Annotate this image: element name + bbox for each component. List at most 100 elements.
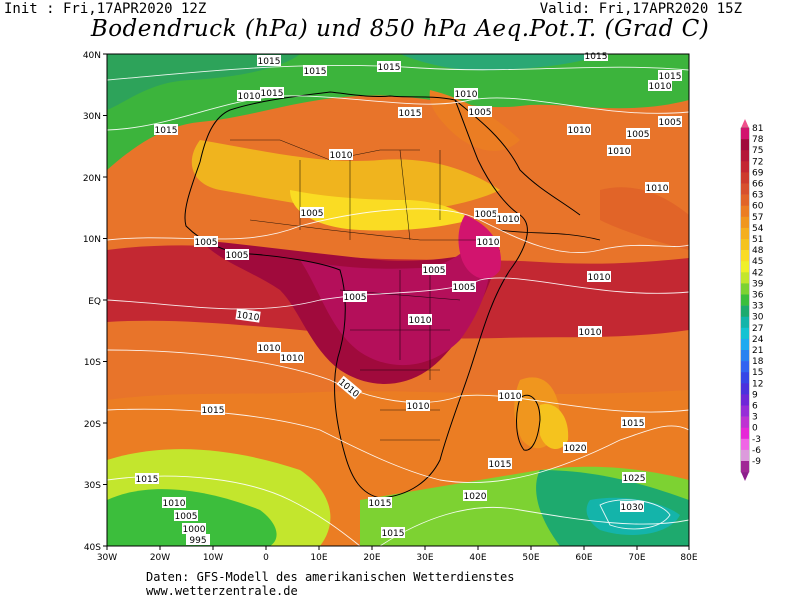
legend-swatch (741, 261, 749, 273)
legend-label: 63 (752, 191, 763, 201)
legend-swatch (741, 216, 749, 229)
legend-swatch (741, 361, 749, 373)
isobar-label: 1010 (588, 273, 611, 283)
lon-tick-label: 30W (97, 553, 117, 563)
init-time: Init : Fri,17APR2020 12Z (4, 1, 207, 17)
legend-label: 21 (752, 346, 763, 356)
legend-swatch (741, 350, 749, 362)
lon-tick-label: 20W (150, 553, 170, 563)
legend-label: 75 (752, 146, 763, 156)
lon-tick-label: 10E (310, 553, 327, 563)
isobar-label: 1010 (163, 499, 186, 509)
legend-label: -9 (752, 457, 761, 467)
legend-swatch (741, 427, 749, 440)
isobar-label: 1015 (378, 63, 401, 73)
isobar-label: 1015 (258, 57, 281, 67)
isobar-label: 1015 (399, 109, 422, 119)
longitude-axis: 30W 20W 10W 0 10E 20E 30E 40E 50E 60E 70… (97, 546, 698, 563)
isobar-label: 1005 (659, 118, 682, 128)
legend-label: 69 (752, 168, 764, 178)
isobar-label: 1005 (627, 130, 650, 140)
legend-label: 57 (752, 213, 763, 223)
isobar-label: 1015 (382, 529, 405, 539)
map-title: Bodendruck (hPa) und 850 hPa Aeq.Pot.T. … (90, 16, 710, 42)
lon-tick-label: 60E (575, 553, 592, 563)
legend-label: 66 (752, 180, 764, 190)
isobar-label: 1005 (475, 210, 498, 220)
legend-swatch (741, 305, 749, 317)
isobar-label: 1025 (623, 474, 646, 484)
isobar-label: 1015 (202, 406, 225, 416)
lon-tick-label: 80E (680, 553, 697, 563)
legend-swatch (741, 449, 749, 462)
isobar-label: 1010 (649, 82, 672, 92)
legend-swatch (741, 405, 749, 417)
legend-top-arrow (741, 119, 749, 128)
legend-label: 48 (752, 246, 764, 256)
lat-tick-label: 10N (83, 235, 101, 245)
legend-label: 36 (752, 291, 764, 301)
legend-label: 0 (752, 424, 758, 434)
latitude-axis: 40N 30N 20N 10N EQ 10S 20S 30S 40S (83, 51, 107, 553)
isobar-label: 1010 (281, 354, 304, 364)
lat-tick-label: 10S (84, 358, 101, 368)
isobar-label: 995 (189, 536, 206, 546)
legend-swatch (741, 239, 749, 251)
legend-swatch (741, 194, 749, 206)
isobar-label: 1005 (453, 283, 476, 293)
isobar-label: 1005 (301, 209, 324, 219)
lat-tick-label: EQ (88, 297, 101, 307)
legend-label: 15 (752, 368, 763, 378)
legend-label: -3 (752, 435, 761, 445)
isobar-label: 1015 (659, 72, 682, 82)
legend-swatch (741, 150, 749, 162)
isobar-label: 1005 (175, 512, 198, 522)
legend-swatch (741, 394, 749, 406)
isobar-label: 1010 (258, 344, 281, 354)
isobar-label: 1000 (183, 525, 206, 535)
isobar-label: 1010 (455, 90, 478, 100)
legend-swatch (741, 294, 749, 306)
legend-label: 3 (752, 413, 758, 423)
isobar-label: 1010 (497, 215, 520, 225)
lat-tick-label: 30N (83, 112, 101, 122)
legend-label: 18 (752, 357, 764, 367)
isobar-labels: 1015 1015 1015 1015 1015 1010 1010 1015 … (135, 50, 682, 546)
lon-tick-label: 40E (469, 553, 486, 563)
legend-swatch (741, 416, 749, 428)
isobar-label: 1010 (409, 316, 432, 326)
isobar-label: 1015 (585, 52, 608, 62)
isobar-label: 1015 (489, 460, 512, 470)
legend-bottom-arrow (741, 472, 749, 481)
isobar-label: 1010 (236, 310, 260, 323)
legend-swatch (741, 438, 749, 451)
legend-label: -6 (752, 446, 761, 456)
legend-swatch (741, 372, 749, 384)
legend-swatch (741, 205, 749, 218)
legend-label: 33 (752, 302, 763, 312)
lon-tick-label: 10W (203, 553, 223, 563)
isobar-label: 1015 (155, 126, 178, 136)
isobar-label: 1010 (330, 151, 353, 161)
lon-tick-label: 20E (363, 553, 380, 563)
legend-label: 78 (752, 135, 764, 145)
isobar-label: 1020 (464, 492, 487, 502)
legend-label: 42 (752, 268, 763, 278)
legend-swatch (741, 128, 749, 140)
legend-label: 24 (752, 335, 764, 345)
temperature-field (107, 54, 689, 546)
lon-tick-label: 0 (263, 553, 269, 563)
isobar-label: 1005 (423, 266, 446, 276)
legend-label: 60 (752, 202, 764, 212)
isobar-label: 1005 (344, 293, 367, 303)
isobar-label: 1015 (136, 475, 159, 485)
isobar-label: 1005 (195, 238, 218, 248)
isobar-label: 1010 (579, 328, 602, 338)
lat-tick-label: 20N (83, 174, 101, 184)
lat-tick-label: 30S (84, 481, 101, 491)
isobar-label: 1020 (564, 444, 587, 454)
legend-swatch (741, 327, 749, 340)
isobar-label: 1015 (261, 89, 284, 99)
legend-swatch (741, 316, 749, 329)
